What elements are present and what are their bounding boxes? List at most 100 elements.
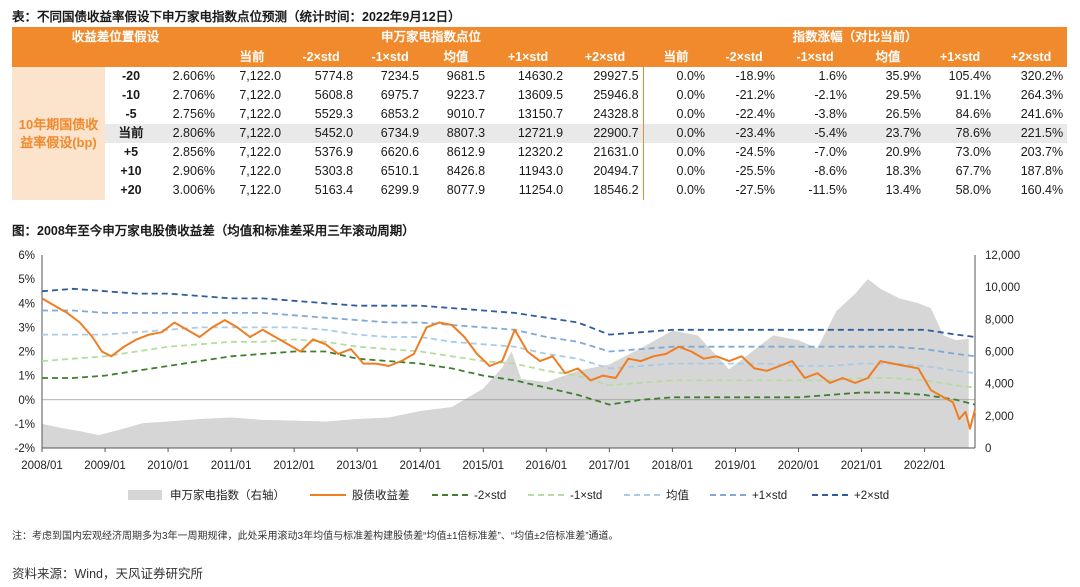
index-level-cell: 5163.4: [314, 183, 354, 197]
table-row: +20 3.006% 7,122.0 5163.4 6299.9 8077.9 11254.…: [12, 181, 1067, 200]
x-tick-label: 2022/01: [904, 460, 946, 472]
index-level-cell: 5774.8: [314, 69, 354, 83]
index-change-cell: 0.0%: [676, 88, 706, 102]
x-tick-label: 2012/01: [273, 460, 315, 472]
index-level-cell: 6975.7: [380, 88, 420, 102]
index-level-cell: 7,122.0: [239, 164, 282, 178]
yield-shift-cell: -5: [125, 107, 137, 121]
index-level-cell: 29927.5: [567, 67, 644, 86]
index-level-cell: 7234.5: [380, 69, 420, 83]
x-tick-label: 2009/01: [84, 460, 126, 472]
table-column-header-row: 当前 -2×std -1×std 均值 +1×std +2×std 当前 -2×…: [12, 48, 1068, 67]
index-level-cell: 5529.3: [314, 107, 354, 121]
y-right-tick-label: 12,000: [985, 250, 1020, 262]
legend-label: 申万家电指数（右轴）: [170, 488, 285, 502]
x-tick-label: 2020/01: [778, 460, 820, 472]
index-change-cell: 73.0%: [955, 145, 992, 159]
y-left-tick-label: 4%: [18, 298, 35, 310]
yield-shift-cell: -10: [121, 88, 141, 102]
x-tick-label: 2018/01: [652, 460, 694, 472]
table-row: 当前 2.806% 7,122.0 5452.0 6734.9 8807.3 12721.9…: [12, 124, 1068, 143]
yield-shift-cell: -20: [121, 69, 141, 83]
legend-label: -2×std: [474, 490, 506, 502]
index-level-cell: 18546.2: [567, 181, 644, 200]
table-row: +5 2.856% 7,122.0 5376.9 6620.6 8612.9 12320.2…: [12, 143, 1067, 162]
legend-label: 均值: [666, 489, 689, 502]
source-text: 资料来源：Wind，天风证券研究所: [12, 567, 203, 581]
yield-value-cell: 3.006%: [172, 183, 216, 197]
yield-value-cell: 2.906%: [172, 164, 216, 178]
y-left-tick-label: 3%: [18, 322, 35, 334]
index-change-cell: -3.8%: [814, 107, 848, 121]
index-change-cell: 78.6%: [925, 124, 996, 143]
group-header-assumption: 收益差位置假设: [12, 27, 220, 48]
yield-value-cell: 2.756%: [172, 107, 216, 121]
col-header: -1×std: [779, 48, 852, 67]
y-left-tick-label: -2%: [15, 443, 35, 455]
index-change-cell: 35.9%: [885, 69, 922, 83]
x-tick-label: 2008/01: [21, 460, 63, 472]
index-change-cell: 264.3%: [1020, 88, 1064, 102]
y-right-tick-label: 0: [985, 443, 991, 455]
index-change-cell: 26.5%: [885, 107, 922, 121]
x-tick-label: 2021/01: [841, 460, 883, 472]
index-change-cell: -23.4%: [709, 124, 780, 143]
index-change-cell: -27.5%: [735, 183, 776, 197]
y-right-tick-label: 8,000: [985, 314, 1014, 326]
legend-label: +1×std: [752, 490, 787, 502]
index-level-cell: 7,122.0: [239, 183, 282, 197]
index-change-cell: -22.4%: [735, 107, 776, 121]
y-left-tick-label: 5%: [18, 274, 35, 286]
index-change-cell: 0.0%: [643, 124, 710, 143]
index-level-cell: 9223.7: [446, 88, 486, 102]
series-line-spread: [41, 297, 976, 430]
index-change-cell: 18.3%: [885, 164, 922, 178]
yield-shift-cell: +10: [120, 164, 142, 178]
index-change-cell: -2.1%: [814, 88, 848, 102]
index-change-cell: -18.9%: [735, 69, 776, 83]
index-level-cell: 6734.9: [357, 124, 424, 143]
table-title: 表：不同国债收益率假设下申万家电指数点位预测（统计时间：2022年9月12日）: [12, 10, 461, 24]
index-change-cell: 320.2%: [1020, 69, 1064, 83]
index-level-cell: 24328.8: [567, 105, 644, 124]
index-level-cell: 5452.0: [285, 124, 358, 143]
index-change-cell: 105.4%: [948, 69, 992, 83]
index-level-cell: 5376.9: [314, 145, 354, 159]
y-left-tick-label: 0%: [18, 395, 35, 407]
index-change-cell: 241.6%: [1020, 107, 1064, 121]
index-change-cell: 0.0%: [676, 107, 706, 121]
index-change-cell: 29.5%: [885, 88, 922, 102]
index-level-cell: 13609.5: [517, 88, 564, 102]
yield-value-cell: 2.806%: [157, 124, 220, 143]
index-level-cell: 7,122.0: [239, 145, 282, 159]
series-line-band-5: [41, 287, 976, 338]
index-area: [42, 279, 969, 448]
yield-value-cell: 2.706%: [172, 88, 216, 102]
col-header: +1×std: [489, 48, 568, 67]
yield-shift-cell: +5: [123, 145, 139, 159]
x-tick-label: 2013/01: [336, 460, 378, 472]
index-change-cell: 13.4%: [885, 183, 922, 197]
series-line-band-2: [41, 338, 976, 389]
index-change-cell: 0.0%: [676, 69, 706, 83]
index-change-cell: 0.0%: [676, 164, 706, 178]
yield-value-cell: 2.856%: [172, 145, 216, 159]
col-header: 当前: [643, 48, 710, 67]
col-header: +2×std: [995, 48, 1068, 67]
index-change-cell: 1.6%: [818, 69, 848, 83]
index-level-cell: 13150.7: [517, 107, 564, 121]
series-line-band-1: [42, 350, 976, 406]
index-level-cell: 6299.9: [380, 183, 420, 197]
x-tick-label: 2019/01: [715, 460, 757, 472]
index-change-cell: -8.6%: [814, 164, 848, 178]
x-tick-label: 2016/01: [526, 460, 568, 472]
index-change-cell: 58.0%: [955, 183, 992, 197]
table-row: -5 2.756% 7,122.0 5529.3 6853.2 9010.7 13150.7…: [12, 105, 1067, 124]
y-left-tick-label: 6%: [18, 250, 35, 262]
index-level-cell: 6620.6: [380, 145, 420, 159]
col-header: 均值: [851, 48, 926, 67]
group-header-index-level: 申万家电指数点位: [219, 27, 644, 48]
index-level-cell: 9681.5: [446, 69, 486, 83]
index-change-cell: 0.0%: [676, 183, 706, 197]
legend-label: 股债收益差: [352, 488, 410, 502]
